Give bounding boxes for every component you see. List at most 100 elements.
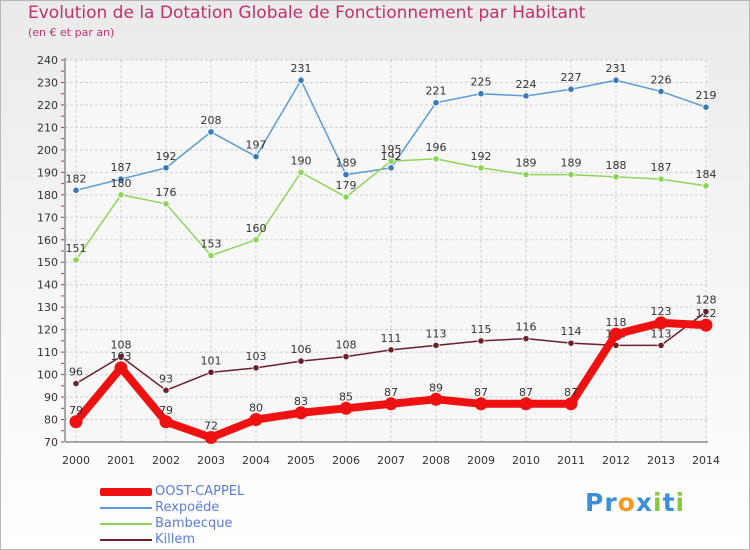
data-label: 93 — [159, 372, 173, 385]
data-label: 197 — [246, 139, 267, 152]
data-label: 195 — [381, 143, 402, 156]
data-point — [252, 153, 260, 161]
data-label: 187 — [651, 161, 672, 174]
logo-letter: o — [617, 488, 636, 517]
data-label: 224 — [516, 78, 537, 91]
data-point — [162, 200, 170, 208]
x-tick-label: 2013 — [647, 454, 675, 467]
data-point — [297, 168, 305, 176]
data-label: 221 — [426, 85, 447, 98]
logo-letter: i — [653, 488, 663, 517]
data-label: 153 — [201, 237, 222, 250]
data-point — [429, 392, 443, 406]
legend: OOST-CAPPEL Rexpoëde Bambecque Killem — [100, 484, 320, 548]
data-label: 122 — [696, 307, 717, 320]
x-tick-label: 2012 — [602, 454, 630, 467]
data-point — [297, 76, 305, 84]
data-point — [387, 346, 395, 354]
data-point — [567, 85, 575, 93]
data-label: 180 — [111, 177, 132, 190]
data-label: 87 — [519, 386, 533, 399]
data-point — [654, 316, 668, 330]
data-label: 103 — [111, 350, 132, 363]
data-point — [477, 164, 485, 172]
data-label: 208 — [201, 114, 222, 127]
y-tick-label: 240 — [37, 54, 58, 67]
data-label: 184 — [696, 168, 717, 181]
data-point — [657, 175, 665, 183]
y-tick-label: 150 — [37, 256, 58, 269]
data-point — [477, 90, 485, 98]
data-point — [657, 341, 665, 349]
y-tick-label: 120 — [37, 324, 58, 337]
logo-letter: P — [585, 488, 605, 517]
data-label: 79 — [69, 404, 83, 417]
x-tick-label: 2000 — [62, 454, 90, 467]
x-tick-label: 2007 — [377, 454, 405, 467]
data-point — [702, 103, 710, 111]
y-tick-label: 80 — [44, 414, 58, 427]
data-point — [432, 155, 440, 163]
x-tick-label: 2014 — [692, 454, 720, 467]
data-point — [204, 431, 218, 445]
x-tick-label: 2011 — [557, 454, 585, 467]
chart-title: Evolution de la Dotation Globale de Fonc… — [28, 3, 586, 23]
logo-letter: r — [604, 488, 618, 517]
logo-letter: i — [675, 488, 686, 517]
x-tick-label: 2004 — [242, 454, 270, 467]
legend-swatch-killem — [100, 539, 152, 541]
data-label: 123 — [651, 305, 672, 318]
data-point — [249, 413, 263, 427]
y-tick-label: 190 — [37, 166, 58, 179]
legend-swatch-rexpoede — [100, 507, 152, 509]
data-label: 192 — [381, 150, 402, 163]
data-label: 108 — [111, 339, 132, 352]
y-tick-label: 220 — [37, 99, 58, 112]
data-point — [72, 186, 80, 194]
data-point — [294, 406, 308, 420]
data-label: 182 — [66, 172, 87, 185]
y-tick-label: 230 — [37, 76, 58, 89]
data-label: 72 — [204, 420, 218, 433]
data-label: 189 — [516, 157, 537, 170]
data-label: 80 — [249, 402, 263, 415]
data-point — [522, 171, 530, 179]
data-label: 189 — [336, 157, 357, 170]
data-point — [339, 401, 353, 415]
data-label: 196 — [426, 141, 447, 154]
data-point — [342, 193, 350, 201]
data-point — [387, 164, 395, 172]
data-label: 114 — [561, 325, 582, 338]
data-point — [252, 236, 260, 244]
data-label: 151 — [66, 242, 87, 255]
data-label: 113 — [651, 327, 672, 340]
data-point — [297, 357, 305, 365]
data-point — [72, 256, 80, 264]
y-tick-label: 90 — [44, 391, 58, 404]
data-label: 79 — [159, 404, 173, 417]
data-label: 188 — [606, 159, 627, 172]
data-point — [519, 397, 533, 411]
data-point — [117, 191, 125, 199]
proxiti-logo: Proxiti — [585, 488, 685, 517]
data-point — [564, 397, 578, 411]
data-point — [702, 308, 710, 316]
x-tick-label: 2005 — [287, 454, 315, 467]
data-label: 103 — [246, 350, 267, 363]
legend-label: OOST-CAPPEL — [155, 484, 245, 499]
x-tick-label: 2008 — [422, 454, 450, 467]
y-tick-label: 200 — [37, 144, 58, 157]
data-label: 227 — [561, 71, 582, 84]
data-point — [162, 164, 170, 172]
y-tick-label: 100 — [37, 369, 58, 382]
data-label: 87 — [474, 386, 488, 399]
x-tick-label: 2002 — [152, 454, 180, 467]
data-point — [117, 175, 125, 183]
data-point — [699, 318, 713, 332]
data-point — [114, 361, 128, 375]
x-tick-label: 2010 — [512, 454, 540, 467]
legend-label: Killem — [155, 532, 196, 547]
y-tick-label: 170 — [37, 211, 58, 224]
data-label: 108 — [336, 339, 357, 352]
